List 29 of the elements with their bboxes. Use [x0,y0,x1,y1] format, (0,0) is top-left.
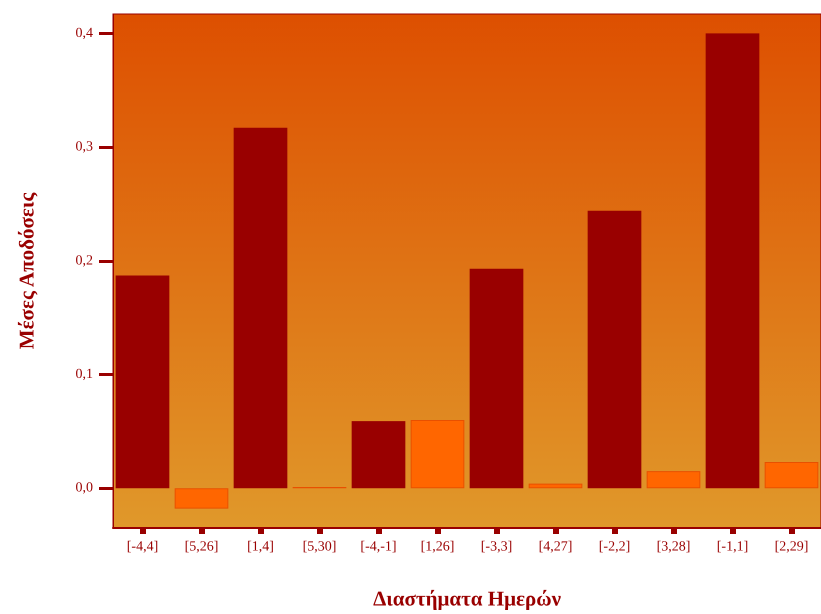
x-tick-label: [4,27] [538,540,572,554]
bar [528,484,582,488]
bar [352,421,406,488]
bar [174,488,228,509]
y-tick-label: 0,2 [76,253,93,268]
bar [234,128,288,488]
x-tick-label: [1,26] [420,540,454,554]
x-tick-label: [-2,2] [598,540,630,554]
x-tick-label: [5,30] [302,540,336,554]
bar [470,268,524,488]
y-tick-label: 0,1 [76,366,93,382]
x-tick-label: [2,29] [774,540,808,554]
bar [646,471,700,488]
bar [588,210,642,488]
y-tick-label: 0,3 [76,140,93,155]
y-axis-title: Μέσες Αποδόσεις [14,192,38,350]
y-tick-label: 0,0 [76,480,93,496]
x-axis-title: Διαστήματα Ημερών [373,586,562,610]
x-tick-label: [5,26] [184,540,218,554]
x-tick-label: [-3,3] [480,540,512,554]
bar [410,420,464,488]
bar [764,462,818,488]
y-tick-label: 0,4 [76,26,93,41]
x-tick-label: [-1,1] [716,540,748,554]
x-tick-label: [-4,-1] [360,540,397,554]
x-tick-label: [1,4] [247,540,274,554]
x-tick-label: [-4,4] [126,540,158,554]
x-tick-label: [3,28] [656,540,690,554]
bar [706,33,760,488]
